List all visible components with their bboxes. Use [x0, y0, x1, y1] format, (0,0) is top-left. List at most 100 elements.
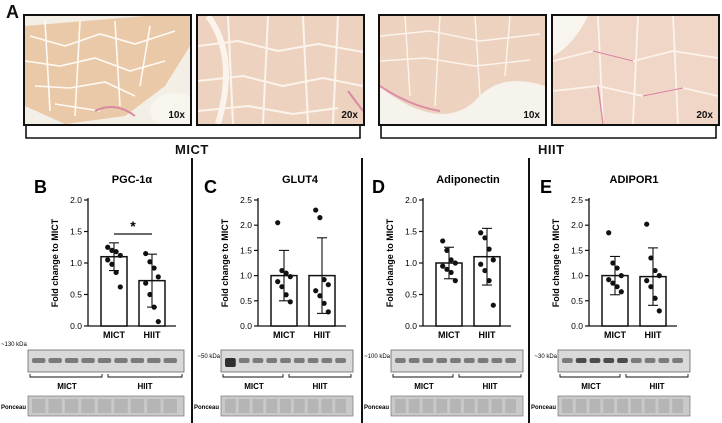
- data-point: [440, 263, 446, 269]
- data-point: [652, 267, 658, 274]
- micrograph-hiit-10x-image: [380, 16, 545, 124]
- data-point: [490, 257, 496, 263]
- x-tick-label: HIIT: [479, 330, 497, 340]
- x-tick-label: HIIT: [314, 330, 332, 340]
- data-point: [656, 308, 662, 314]
- y-tick-label: 2.5: [571, 195, 583, 205]
- chart-title: ADIPOR1: [610, 174, 659, 186]
- ponceau-lane: [335, 399, 346, 413]
- blot-band: [293, 358, 305, 363]
- ponceau-lane: [97, 399, 112, 413]
- panel-label: C: [204, 177, 217, 197]
- blot-band: [408, 358, 420, 363]
- ponceau-label: Ponceau: [364, 405, 389, 411]
- ponceau-lane: [147, 399, 161, 413]
- ponceau-label: Ponceau: [194, 405, 219, 411]
- blot-band: [252, 358, 264, 363]
- y-tick-label: 1.0: [571, 271, 583, 281]
- blot-band: [422, 358, 434, 363]
- data-point: [444, 247, 450, 253]
- data-point: [283, 292, 289, 298]
- ponceau-label: Ponceau: [531, 405, 556, 411]
- micrograph-mict-20x-image: [198, 16, 363, 124]
- group-brackets: [25, 126, 717, 139]
- panel-divider: [191, 158, 193, 423]
- blot-band: [335, 358, 346, 363]
- ponceau-lane: [114, 399, 128, 413]
- data-point: [606, 277, 612, 283]
- blot-band: [395, 358, 406, 363]
- data-point: [317, 293, 323, 299]
- data-point: [151, 265, 157, 271]
- blot-band: [477, 358, 489, 363]
- y-tick-label: 0.0: [240, 321, 252, 331]
- y-axis-label: Fold change to MICT: [385, 218, 395, 307]
- data-point: [287, 274, 293, 280]
- chart-panel-c: C GLUT4 Fold change to MICT 0.0 0.5 1.0 1.5 2.0…: [194, 174, 354, 417]
- blot-band: [163, 358, 177, 363]
- magnification-label: 10x: [168, 110, 185, 121]
- data-point: [109, 261, 115, 267]
- ponceau-lane: [280, 399, 291, 413]
- blot-group-mict: MICT: [581, 382, 601, 391]
- data-point: [652, 295, 658, 301]
- y-tick-label: 1.5: [405, 227, 417, 237]
- blot-bracket-mict: [222, 374, 284, 378]
- data-point: [155, 318, 161, 325]
- ponceau-lane: [32, 399, 46, 413]
- data-point: [117, 284, 123, 290]
- magnification-label: 20x: [341, 110, 358, 121]
- data-point: [618, 273, 624, 279]
- group-label-mict: MICT: [175, 142, 209, 157]
- data-point: [113, 269, 119, 276]
- x-tick-label: HIIT: [144, 330, 162, 340]
- ponceau-lane: [238, 399, 250, 413]
- blot-group-mict: MICT: [244, 382, 264, 391]
- ponceau-lane: [252, 399, 264, 413]
- data-point: [143, 250, 149, 257]
- data-point: [606, 230, 612, 236]
- y-tick-label: 1.0: [70, 258, 82, 268]
- western-blot-c: ~50 kDa MICT HIIT Ponceau: [194, 349, 354, 417]
- significance-marker: *: [130, 218, 136, 234]
- blot-band: [225, 358, 236, 367]
- blot-bracket-hiit: [625, 374, 689, 378]
- ponceau-lane: [130, 399, 145, 413]
- data-point: [317, 215, 323, 221]
- data-point: [648, 255, 654, 261]
- data-point: [109, 247, 115, 253]
- western-blot-e: ~30 kDa MICT HIIT Ponceau: [531, 349, 691, 417]
- data-point: [147, 259, 153, 265]
- blot-band: [321, 358, 333, 363]
- chart-panel-b: B PGC-1α Fold change to MICT 0.0 0.5 1.0 1.5 2.…: [1, 174, 185, 417]
- micrograph-hiit-20x: 20x: [551, 14, 720, 126]
- blot-kda-label: ~30 kDa: [534, 354, 557, 360]
- blot-band: [81, 358, 95, 363]
- blot-band: [238, 358, 250, 363]
- y-tick-label: 0.5: [70, 290, 82, 300]
- blot-bracket-mict: [29, 374, 103, 378]
- blot-bracket-hiit: [288, 374, 352, 378]
- data-point: [644, 278, 650, 284]
- blot-band: [114, 358, 128, 363]
- chart-title: Adiponectin: [436, 174, 500, 186]
- data-point: [113, 249, 119, 255]
- micrograph-mict-10x-image: [25, 16, 190, 124]
- panel-label: D: [372, 177, 385, 197]
- blot-kda-label: ~130 kDa: [1, 342, 28, 348]
- blot-bracket-mict: [392, 374, 454, 378]
- magnification-label: 10x: [523, 110, 540, 121]
- bracket-hiit: [380, 126, 717, 139]
- data-point: [448, 269, 454, 276]
- ponceau-lane: [505, 399, 516, 413]
- ponceau-lane: [463, 399, 475, 413]
- blot-band: [505, 358, 516, 363]
- y-tick-label: 2.0: [571, 220, 583, 230]
- micrograph-mict-20x: 20x: [196, 14, 365, 126]
- data-point: [478, 230, 484, 236]
- blot-band: [491, 358, 503, 363]
- group-label-hiit: HIIT: [538, 142, 565, 157]
- blot-bracket-mict: [559, 374, 621, 378]
- y-tick-label: 0.5: [571, 296, 583, 306]
- data-point: [610, 280, 616, 286]
